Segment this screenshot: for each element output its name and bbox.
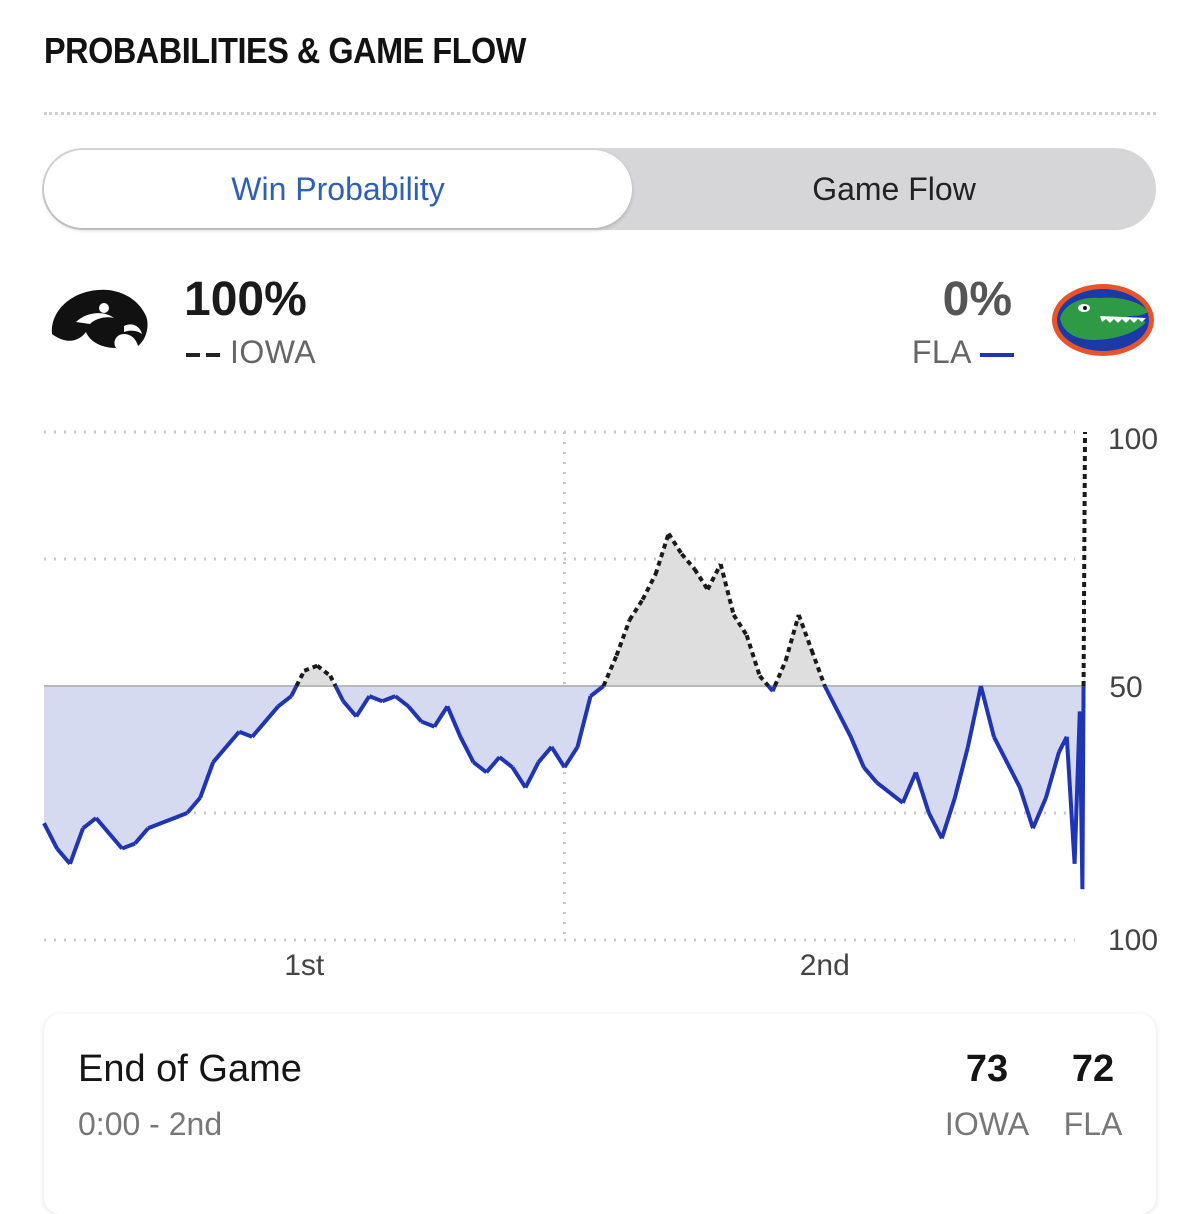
iowa-score: 73 xyxy=(965,1048,1009,1090)
fla-score-label: FLA xyxy=(1063,1106,1123,1142)
game-status: End of Game xyxy=(78,1048,302,1090)
solid-line-icon xyxy=(980,352,1014,357)
y-tick-bottom: 100 xyxy=(1108,924,1158,957)
iowa-area-fill xyxy=(296,432,1085,686)
florida-logo-icon xyxy=(1052,284,1154,356)
x-tick-2nd: 2nd xyxy=(800,949,850,982)
dashed-line-icon xyxy=(186,352,220,357)
fla-probability-line xyxy=(42,684,1086,890)
fla-abbr: FLA xyxy=(911,334,972,370)
game-summary-card: End of Game 0:00 - 2nd 73 72 IOWA FLA xyxy=(44,1014,1156,1214)
fla-legend: FLA xyxy=(912,334,1014,371)
section-divider xyxy=(44,112,1156,115)
game-clock: 0:00 - 2nd xyxy=(78,1106,223,1142)
section-title: PROBABILITIES & GAME FLOW xyxy=(44,30,526,71)
tab-win-probability[interactable]: Win Probability xyxy=(44,150,632,228)
y-tick-middle: 50 xyxy=(1109,671,1142,704)
fla-score: 72 xyxy=(1071,1048,1115,1090)
win-probability-chart: 100 50 100 1st 2nd xyxy=(42,423,1158,982)
y-tick-top: 100 xyxy=(1108,423,1158,456)
iowa-abbr: IOWA xyxy=(230,334,317,370)
fla-area-fill xyxy=(44,686,1084,890)
iowa-logo-icon xyxy=(51,289,148,348)
iowa-probability-line xyxy=(294,431,1087,688)
iowa-legend: IOWA xyxy=(186,334,316,371)
iowa-score-label: IOWA xyxy=(944,1106,1030,1142)
iowa-win-percentage: 100% xyxy=(184,273,307,326)
tab-game-flow[interactable]: Game Flow xyxy=(812,171,976,207)
x-tick-1st: 1st xyxy=(284,949,325,982)
chart-grid xyxy=(44,430,1075,942)
chart-toggle: Game Flow Win Probability xyxy=(42,148,1156,230)
fla-win-percentage: 0% xyxy=(942,273,1012,326)
